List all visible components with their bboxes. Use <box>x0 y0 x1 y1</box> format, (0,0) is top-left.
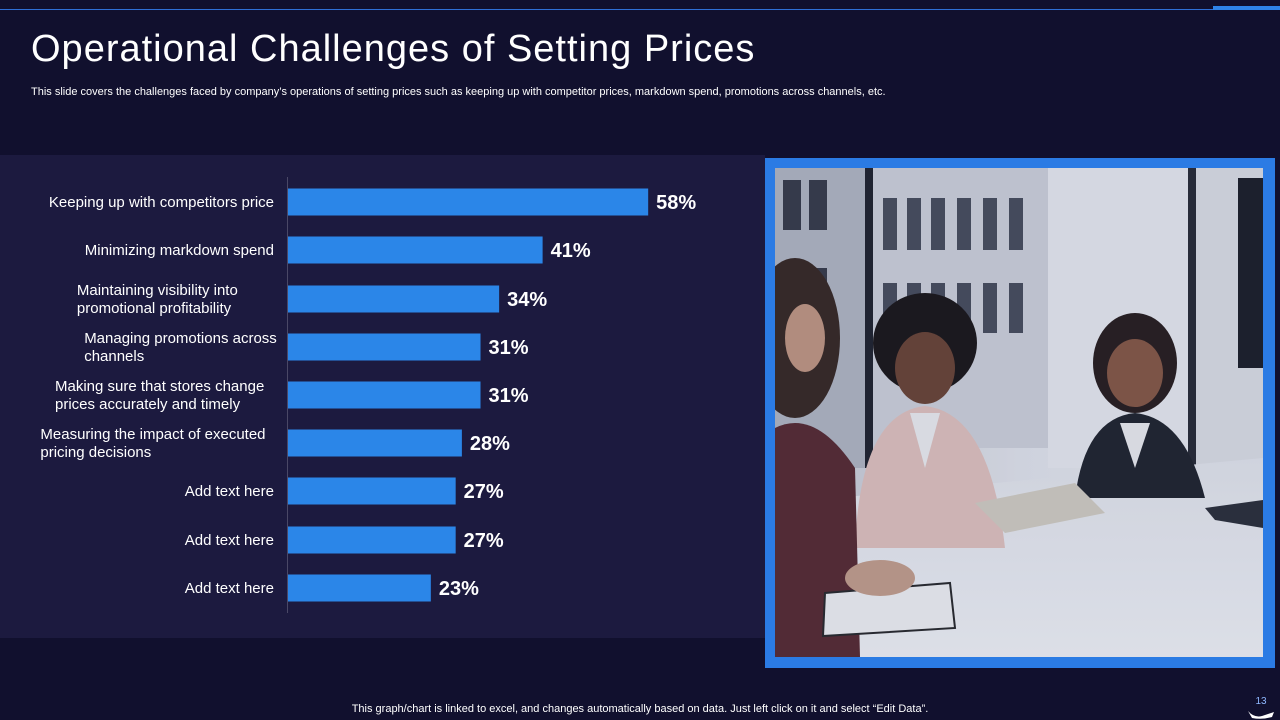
meeting-photo-icon <box>775 168 1263 657</box>
category-label-4: Managing promotions across channels <box>84 330 277 365</box>
category-label-7: Add text here <box>185 483 274 500</box>
data-label-4: 31% <box>489 337 529 359</box>
category-label-3: Maintaining visibility into promotional p… <box>77 282 238 317</box>
top-divider-line <box>0 9 1280 10</box>
bar-5[interactable] <box>288 381 481 409</box>
bar-6[interactable] <box>288 429 462 457</box>
bar-3[interactable] <box>288 285 500 313</box>
category-label-2: Minimizing markdown spend <box>85 242 274 259</box>
challenges-bar-chart[interactable]: 58% Keeping up with competitors price 41% M… <box>0 155 765 638</box>
category-label-8: Add text here <box>185 532 274 549</box>
category-label-1: Keeping up with competitors price <box>49 194 274 211</box>
bar-1[interactable] <box>288 188 649 216</box>
data-label-7: 27% <box>464 481 504 503</box>
category-label-9: Add text here <box>185 580 274 597</box>
bar-7[interactable] <box>288 477 456 505</box>
bar-9[interactable] <box>288 574 431 602</box>
page-number: 13 <box>1255 696 1267 707</box>
category-label-6: Measuring the impact of executed pricing … <box>40 426 265 461</box>
category-label-5: Making sure that stores change prices acc… <box>55 378 264 413</box>
footer-note: This graph/chart is linked to excel, and… <box>351 703 929 715</box>
slide-title: Operational Challenges of Setting Prices <box>31 28 756 70</box>
bar-8[interactable] <box>288 526 456 554</box>
data-label-9: 23% <box>439 578 479 600</box>
data-label-8: 27% <box>464 530 504 552</box>
top-accent-bar <box>1213 6 1280 10</box>
data-label-3: 34% <box>507 289 547 311</box>
bar-4[interactable] <box>288 333 481 361</box>
data-label-6: 28% <box>470 433 510 455</box>
data-label-2: 41% <box>551 240 591 262</box>
bar-2[interactable] <box>288 236 543 264</box>
data-label-5: 31% <box>489 385 529 407</box>
data-label-1: 58% <box>656 192 696 214</box>
hand-logo-icon <box>1248 711 1274 719</box>
slide-subtitle: This slide covers the challenges faced b… <box>31 86 886 98</box>
